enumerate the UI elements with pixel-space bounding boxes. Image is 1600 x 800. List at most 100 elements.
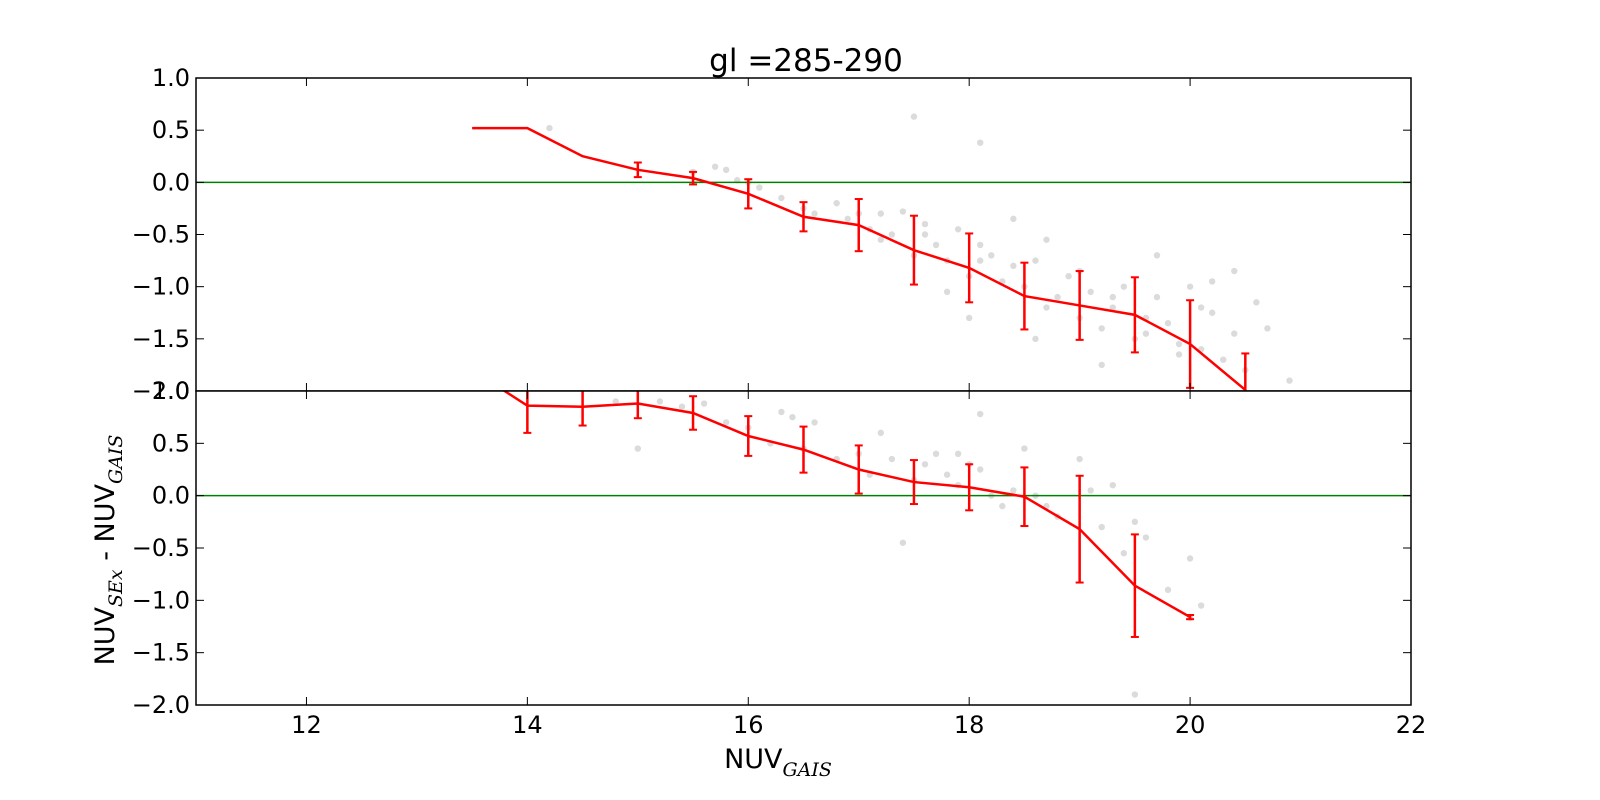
- top-scatter-point: [1109, 304, 1116, 311]
- top-scatter-point: [1032, 335, 1039, 343]
- bottom-scatter-point: [954, 450, 962, 457]
- bottom-ytick-label: −2.0: [132, 691, 190, 719]
- top-scatter-point: [1032, 257, 1039, 264]
- top-scatter-point: [1197, 304, 1205, 311]
- top-scatter-point: [1286, 377, 1293, 384]
- top-ytick-label: −1.0: [132, 273, 190, 301]
- x-axis-label-main: NUV: [724, 744, 783, 775]
- bottom-median-line: [502, 391, 1191, 619]
- bottom-xtick-label: 22: [1396, 711, 1427, 739]
- top-scatter-point: [1186, 283, 1194, 290]
- bottom-scatter-point: [888, 455, 896, 463]
- bottom-scatter-point: [1098, 523, 1105, 531]
- top-scatter-point: [811, 210, 818, 217]
- bottom-xtick-label: 12: [291, 711, 322, 739]
- top-scatter-point: [1208, 278, 1216, 285]
- top-ytick-label: −0.5: [132, 221, 190, 249]
- bottom-scatter-point: [1131, 518, 1139, 526]
- bottom-panel: 1.0 0.5 0.0 −0.5 −1.0 −1.5 −2.0 12 14 16 18 20 22: [132, 377, 1427, 739]
- top-plot-area: [196, 78, 1411, 391]
- top-scatter-point: [1120, 283, 1128, 290]
- top-scatter-point: [1043, 304, 1050, 311]
- bottom-scatter-point: [1186, 555, 1194, 562]
- bottom-scatter-point: [656, 398, 664, 405]
- top-ytick-label: −2.0: [132, 377, 190, 405]
- top-panel: 1.0 0.5 0.0 −0.5 −1.0 −1.5 −2.0: [132, 64, 1412, 405]
- top-scatter-point: [1065, 273, 1072, 280]
- top-scatter-point: [1164, 319, 1172, 327]
- top-scatter-point: [1010, 262, 1017, 269]
- top-scatter-point: [1087, 288, 1094, 296]
- top-scatter-point: [988, 252, 995, 259]
- bottom-series-group: [196, 391, 1411, 698]
- top-scatter-point: [899, 208, 907, 215]
- bottom-xtick-label: 14: [512, 711, 543, 739]
- top-scatter-point: [954, 226, 962, 233]
- bottom-scatter-point: [899, 539, 907, 546]
- bottom-scatter-point: [1164, 586, 1172, 594]
- bottom-scatter-point: [1120, 550, 1128, 557]
- top-scatter-point: [1175, 340, 1183, 348]
- bottom-scatter-point: [634, 445, 642, 452]
- bottom-xtick-label: 18: [954, 711, 985, 739]
- top-scatter-point: [1231, 267, 1238, 275]
- top-scatter-point: [943, 288, 951, 296]
- bottom-scatter-point: [722, 419, 730, 426]
- top-series-group: [196, 113, 1411, 391]
- bottom-scatter-point: [877, 429, 885, 437]
- top-scatter-point: [1043, 236, 1050, 243]
- bottom-scatter-point: [977, 466, 984, 473]
- bottom-scatter-point: [1010, 487, 1017, 494]
- y-axis-label-sub2: GAIS: [105, 435, 127, 484]
- x-axis-label: NUVGAIS: [724, 744, 832, 781]
- bottom-scatter-point: [943, 471, 951, 478]
- bottom-scatter-point: [700, 400, 708, 407]
- top-scatter-point: [1109, 293, 1116, 301]
- top-scatter-point: [877, 236, 885, 243]
- bottom-ytick-label: 0.0: [152, 482, 190, 510]
- bottom-scatter-point: [1021, 445, 1028, 452]
- top-scatter-point: [1231, 330, 1238, 337]
- bottom-scatter-point: [977, 410, 984, 418]
- bottom-xtick-label: 20: [1175, 711, 1206, 739]
- bottom-scatter-point: [1087, 487, 1094, 494]
- chart-title: gl =285-290: [709, 43, 903, 79]
- y-axis-label-sub: SEx: [105, 569, 127, 607]
- bottom-scatter-point: [1197, 602, 1205, 609]
- top-scatter-point: [711, 163, 719, 170]
- x-axis-label-sub: GAIS: [783, 759, 832, 781]
- bottom-scatter-point: [778, 408, 785, 416]
- top-scatter-point: [778, 194, 785, 202]
- top-scatter-point: [921, 220, 929, 228]
- top-ytick-label: 0.0: [152, 168, 190, 196]
- top-scatter-point: [1098, 361, 1105, 369]
- bottom-scatter-point: [932, 450, 940, 457]
- top-ytick-label: 1.0: [152, 64, 190, 92]
- top-ytick-label: −1.5: [132, 325, 190, 353]
- bottom-ytick-label: 1.0: [152, 377, 190, 405]
- bottom-ytick-label: −1.5: [132, 639, 190, 667]
- top-scatter-point: [877, 210, 885, 217]
- bottom-scatter-point: [999, 502, 1006, 510]
- top-scatter-point: [910, 113, 918, 120]
- bottom-ytick-label: −0.5: [132, 534, 190, 562]
- top-scatter-point: [1142, 330, 1150, 337]
- bottom-ytick-label: −1.0: [132, 586, 190, 614]
- top-scatter-point: [1153, 252, 1161, 259]
- bottom-scatter-point: [811, 419, 818, 426]
- top-scatter-point: [932, 241, 940, 249]
- top-scatter-point: [833, 200, 840, 207]
- top-scatter-point: [977, 257, 984, 264]
- y-axis-label-mid: - NUV: [90, 483, 121, 569]
- bottom-scatter-point: [789, 413, 796, 421]
- top-scatter-point: [1208, 309, 1216, 316]
- top-scatter-point: [1253, 299, 1260, 306]
- bottom-xtick-label: 16: [733, 711, 764, 739]
- top-scatter-point: [921, 231, 929, 238]
- bottom-scatter-point: [1109, 482, 1116, 489]
- top-scatter-point: [1264, 325, 1271, 332]
- top-scatter-point: [844, 215, 851, 223]
- top-scatter-point: [1098, 325, 1105, 332]
- top-scatter-point: [1054, 293, 1061, 301]
